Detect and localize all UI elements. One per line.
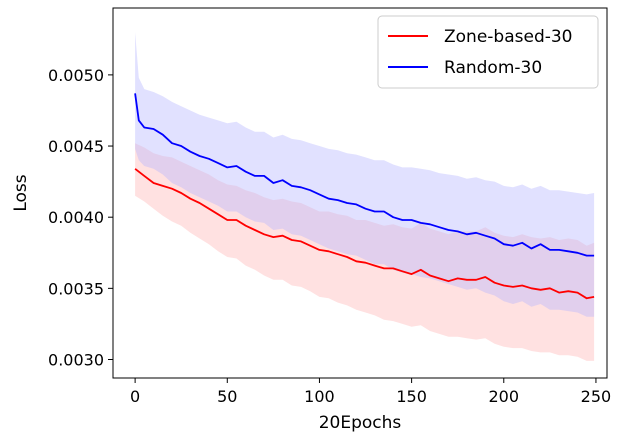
x-tick-label: 50	[217, 387, 237, 406]
x-tick-label: 100	[304, 387, 335, 406]
y-axis: 0.0030 0.0035 0.0040 0.0045 0.0050	[48, 66, 113, 370]
series-0-line	[134, 168, 595, 300]
series-0-confidence-band	[135, 143, 595, 361]
y-tick-label: 0.0040	[48, 208, 104, 227]
plot-frame	[112, 7, 608, 379]
plot-area	[134, 32, 595, 361]
series-1-line	[134, 93, 595, 257]
legend-box	[377, 15, 599, 89]
x-axis-label: 20Epochs	[319, 413, 402, 433]
x-tick-label: 0	[130, 387, 140, 406]
y-tick-label: 0.0030	[48, 351, 104, 370]
series-1-confidence-band	[135, 32, 595, 317]
legend: Zone-based-30 Random-30	[377, 15, 599, 89]
x-axis: 0 50 100 150 200 250	[130, 378, 611, 406]
x-tick-label: 150	[396, 387, 427, 406]
legend-label-0: Zone-based-30	[444, 27, 573, 47]
x-tick-label: 200	[489, 387, 520, 406]
y-tick-label: 0.0045	[48, 137, 104, 156]
x-tick-label: 250	[581, 387, 612, 406]
y-axis-label: Loss	[11, 174, 31, 211]
legend-label-1: Random-30	[444, 58, 542, 78]
y-tick-label: 0.0050	[48, 66, 104, 85]
y-tick-label: 0.0035	[48, 279, 104, 298]
